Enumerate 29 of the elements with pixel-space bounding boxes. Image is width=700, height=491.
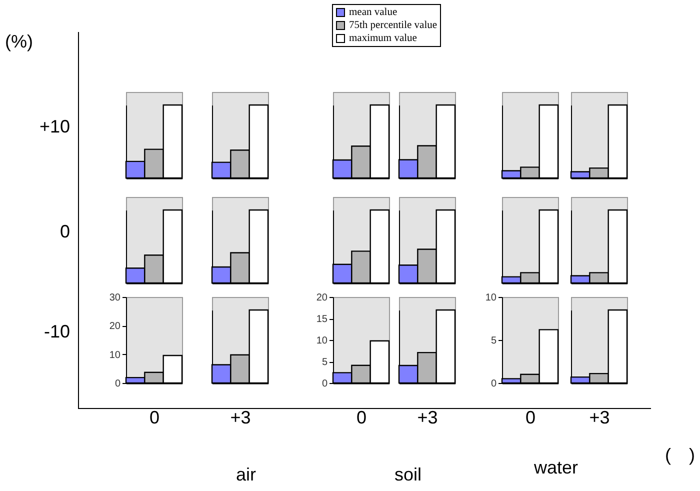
text: -10 xyxy=(44,322,70,342)
x-axis-title: +3 xyxy=(417,408,438,428)
text: air xyxy=(236,464,256,486)
text: (%) xyxy=(5,32,33,52)
y-tick-label: 10 xyxy=(485,292,497,304)
text: ( ) xyxy=(665,444,695,467)
y-tick-label: 20 xyxy=(316,292,328,304)
y-tick-label: 5 xyxy=(490,336,497,346)
x-axis-title: 0 xyxy=(356,408,367,428)
x-axis-title: +3 xyxy=(589,408,610,428)
y-tick-label: 15 xyxy=(316,314,328,325)
text: soil xyxy=(394,464,422,486)
y-tick-label: 0 xyxy=(114,378,121,390)
x-axis-title: 0 xyxy=(149,408,160,428)
x-axis-title: 0 xyxy=(525,408,536,428)
y-tick-label: 20 xyxy=(109,321,121,332)
text: +10 xyxy=(39,116,70,138)
y-tick-label: 30 xyxy=(109,292,121,304)
y-tick-label: 5 xyxy=(322,357,328,368)
legend-label: maximum value xyxy=(349,33,417,44)
legend-label: mean value xyxy=(349,7,398,18)
text: 0 xyxy=(60,222,70,242)
y-tick-label: 10 xyxy=(316,336,328,346)
y-tick-label: 10 xyxy=(109,350,121,361)
x-axis-title: +3 xyxy=(230,408,251,428)
legend-label: 75th percentile value xyxy=(349,20,438,31)
text: water xyxy=(534,458,578,478)
y-tick-label: 0 xyxy=(490,378,497,390)
y-tick-label: 0 xyxy=(322,378,328,390)
